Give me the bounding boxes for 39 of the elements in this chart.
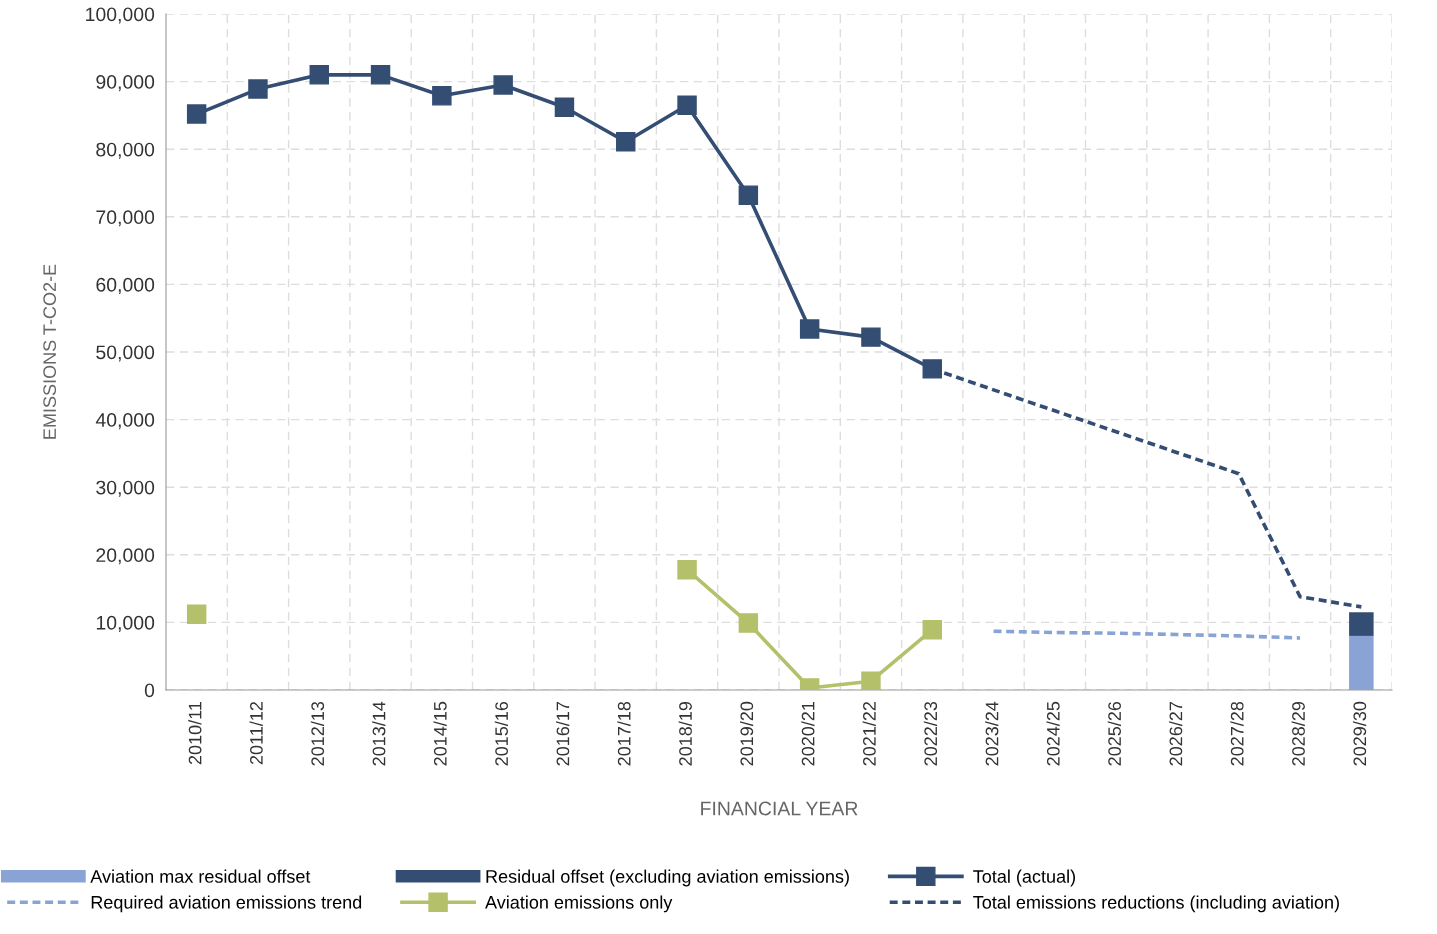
x-tick-label: 2026/27 [1169, 702, 1183, 766]
x-tick-label: 2019/20 [739, 701, 754, 766]
x-tick-label: 2022/23 [923, 701, 938, 766]
y-tick-label: 10,000 [96, 615, 155, 632]
y-tick-label: 30,000 [96, 480, 155, 497]
legend-label: Total emissions reductions (including aviation) [973, 895, 1339, 913]
x-tick-label: 2028/29 [1291, 701, 1305, 766]
legend-label: Residual offset (excluding aviation emissions) [486, 869, 849, 887]
x-tick-label: 2027/28 [1230, 701, 1244, 766]
x-tick-label: 2023/24 [985, 701, 999, 766]
x-tick-label: 2016/17 [556, 702, 570, 766]
x-axis-title: FINANCIAL YEAR [701, 801, 858, 816]
legend-label: Aviation emissions only [485, 895, 673, 913]
y-tick-label: 0 [144, 683, 155, 698]
x-tick-label: 2021/22 [862, 702, 876, 766]
x-tick-label: 2013/14 [372, 701, 386, 766]
y-axis-title: EMISSIONS T-CO2-E [43, 264, 57, 439]
x-tick-label: 2020/21 [801, 701, 815, 766]
y-tick-label: 60,000 [96, 277, 155, 294]
x-tick-label: 2015/16 [494, 701, 508, 766]
x-tick-label: 2012/13 [310, 701, 325, 766]
x-tick-label: 2024/25 [1046, 701, 1060, 766]
y-tick-label: 40,000 [95, 413, 155, 430]
x-tick-label: 2029/30 [1352, 701, 1367, 766]
x-tick-label: 2010/11 [188, 701, 202, 765]
x-tick-label: 2014/15 [433, 701, 447, 766]
legend-label: Required aviation emissions trend [91, 895, 362, 913]
y-tick-label: 50,000 [96, 345, 155, 362]
x-tick-label: 2017/18 [617, 701, 631, 766]
legend-label: Aviation max residual offset [90, 869, 311, 883]
x-tick-label: 2025/26 [1107, 701, 1121, 766]
y-tick-label: 100,000 [86, 7, 155, 24]
y-tick-label: 90,000 [96, 75, 155, 92]
y-tick-label: 20,000 [96, 548, 155, 565]
y-tick-label: 80,000 [96, 142, 155, 159]
y-tick-label: 70,000 [96, 210, 155, 227]
legend-label: Total (actual) [973, 869, 1075, 887]
x-tick-label: 2011/12 [249, 702, 263, 765]
x-tick-label: 2018/19 [678, 701, 692, 766]
